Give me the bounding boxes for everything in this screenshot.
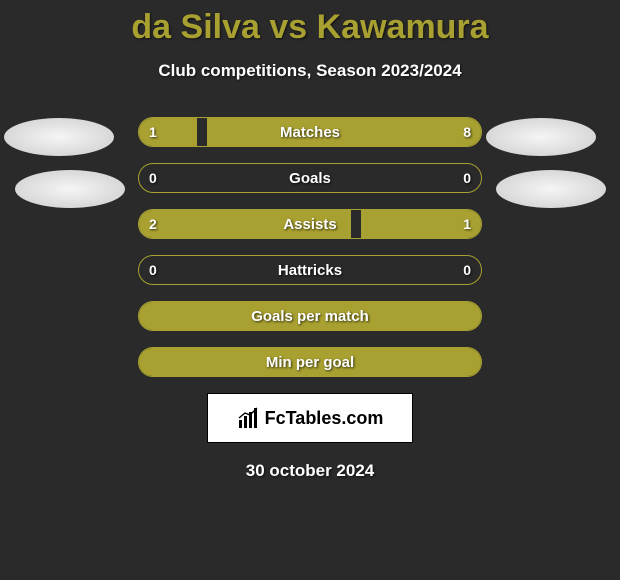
page-title: da Silva vs Kawamura [0,0,620,47]
stat-rows: 18Matches 00Goals 21Assists 00Hattricks Goal… [138,117,482,377]
player-placeholder-left [4,118,114,156]
stat-label: Assists [139,210,481,238]
stat-row-hattricks: 00Hattricks [138,255,482,285]
stat-row-assists: 21Assists [138,209,482,239]
logo-box: FcTables.com [207,393,413,443]
player-placeholder-left [15,170,125,208]
stat-row-min-per-goal: Min per goal [138,347,482,377]
player-placeholder-right [496,170,606,208]
stat-label: Hattricks [139,256,481,284]
stat-row-goals-per-match: Goals per match [138,301,482,331]
date-text: 30 october 2024 [0,461,620,481]
comparison-content: 18Matches 00Goals 21Assists 00Hattricks Goal… [0,117,620,481]
page-subtitle: Club competitions, Season 2023/2024 [0,61,620,81]
chart-icon [237,406,261,430]
stat-row-goals: 00Goals [138,163,482,193]
stat-label: Goals per match [139,302,481,330]
stat-label: Goals [139,164,481,192]
stat-label: Matches [139,118,481,146]
stat-label: Min per goal [139,348,481,376]
logo-text: FcTables.com [265,408,384,429]
player-placeholder-right [486,118,596,156]
stat-row-matches: 18Matches [138,117,482,147]
